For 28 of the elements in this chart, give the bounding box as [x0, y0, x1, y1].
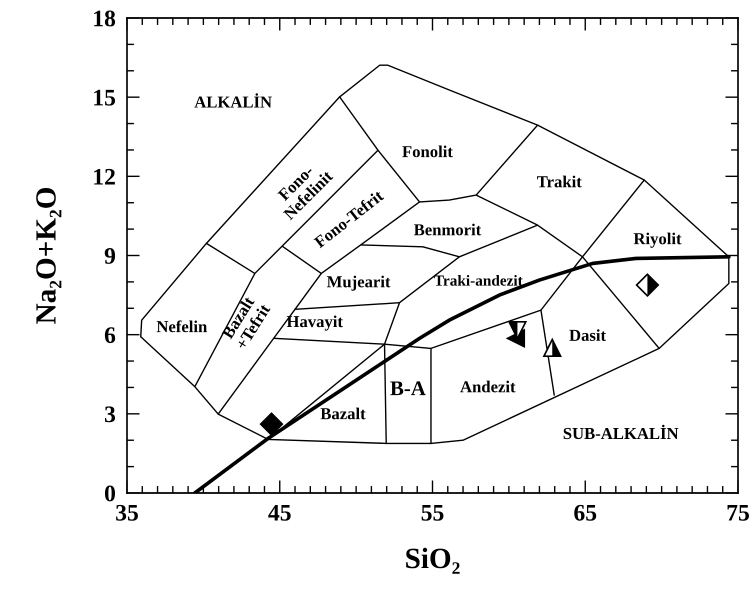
annotation: Mujearit: [326, 276, 390, 291]
x-tick-label: 65: [574, 504, 596, 521]
annotation: Dasit: [569, 329, 606, 341]
x-axis-title: SiO₂: [406, 548, 460, 574]
annotation: Riyolit: [634, 232, 682, 248]
annotation: Traki-andezit: [434, 274, 523, 286]
annotation: Bazalt: [320, 408, 366, 420]
y-tick-label: 12: [94, 168, 115, 185]
annotation: Fonolit: [402, 146, 453, 158]
x-tick-label: 45: [268, 504, 291, 521]
x-tick-label: 55: [422, 505, 444, 521]
annotation: Nefelin: [156, 320, 208, 332]
y-axis-title: Na₂O+K₂O: [36, 188, 62, 324]
y-tick-label: 3: [104, 406, 116, 422]
annotation: Trakit: [537, 176, 582, 188]
y-tick-label: 9: [104, 248, 116, 264]
y-tick-label: 0: [104, 485, 115, 502]
x-tick-label: 35: [116, 504, 138, 521]
annotation: Benmorit: [414, 224, 482, 236]
y-tick-label: 6: [104, 327, 116, 344]
annotation: B-A: [390, 381, 426, 396]
annotation: SUB-ALKALİN: [564, 424, 678, 440]
y-tick-label: 18: [94, 10, 116, 26]
annotation: Havayit: [286, 315, 343, 331]
y-tick-label: 15: [94, 90, 116, 106]
annotation: ALKALİN: [194, 93, 272, 108]
x-tick-label: 75: [728, 505, 749, 521]
annotation: Andezit: [460, 380, 516, 392]
